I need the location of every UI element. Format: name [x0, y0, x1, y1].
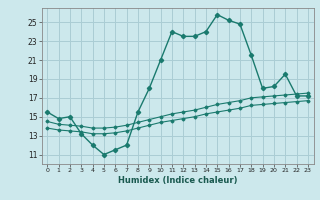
X-axis label: Humidex (Indice chaleur): Humidex (Indice chaleur) — [118, 176, 237, 185]
